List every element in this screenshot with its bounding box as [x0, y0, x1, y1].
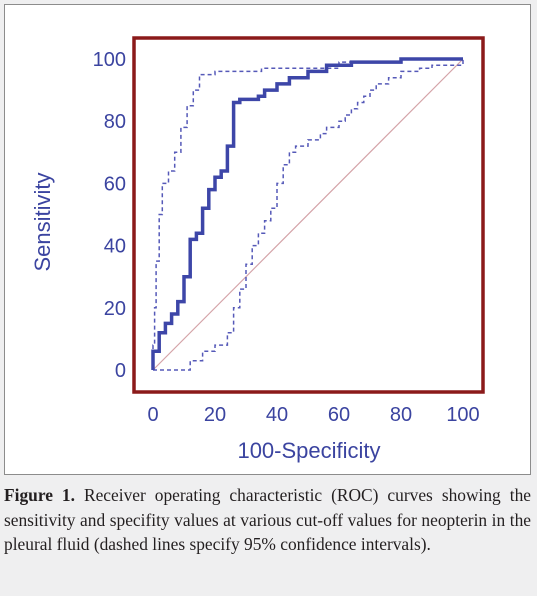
y-tick-label: 60: [104, 173, 126, 195]
x-tick-label: 80: [390, 404, 412, 426]
plot-frame: [132, 36, 485, 394]
x-tick-label: 40: [266, 404, 288, 426]
y-tick-label: 80: [104, 111, 126, 133]
y-tick-label: 20: [104, 298, 126, 320]
x-tick-label: 20: [204, 404, 226, 426]
y-tick-label: 40: [104, 236, 126, 258]
figure-panel: [4, 4, 531, 475]
series-ci-upper-line: [152, 58, 463, 370]
x-tick-label: 0: [147, 404, 158, 426]
x-tick-label: 60: [328, 404, 350, 426]
y-tick-label: 100: [93, 49, 126, 71]
x-tick-label: 100: [446, 404, 479, 426]
y-tick-label: 0: [115, 360, 126, 382]
x-axis-title: 100-Specificity: [237, 438, 380, 463]
y-axis-title: Sensitivity: [30, 172, 55, 271]
roc-chart: 0 20 40 60 80 100 0 20 40 60 80 100 100-Specificity…: [30, 36, 485, 463]
series-reference-line: [152, 58, 464, 371]
caption-lead: Figure 1.: [4, 485, 75, 505]
series-roc-line: [151, 57, 463, 370]
caption-text: Receiver operating characteristic (ROC) …: [4, 485, 531, 554]
figure-caption: Figure 1. Receiver operating characteris…: [4, 483, 531, 557]
series-ci-lower-line: [153, 59, 464, 371]
